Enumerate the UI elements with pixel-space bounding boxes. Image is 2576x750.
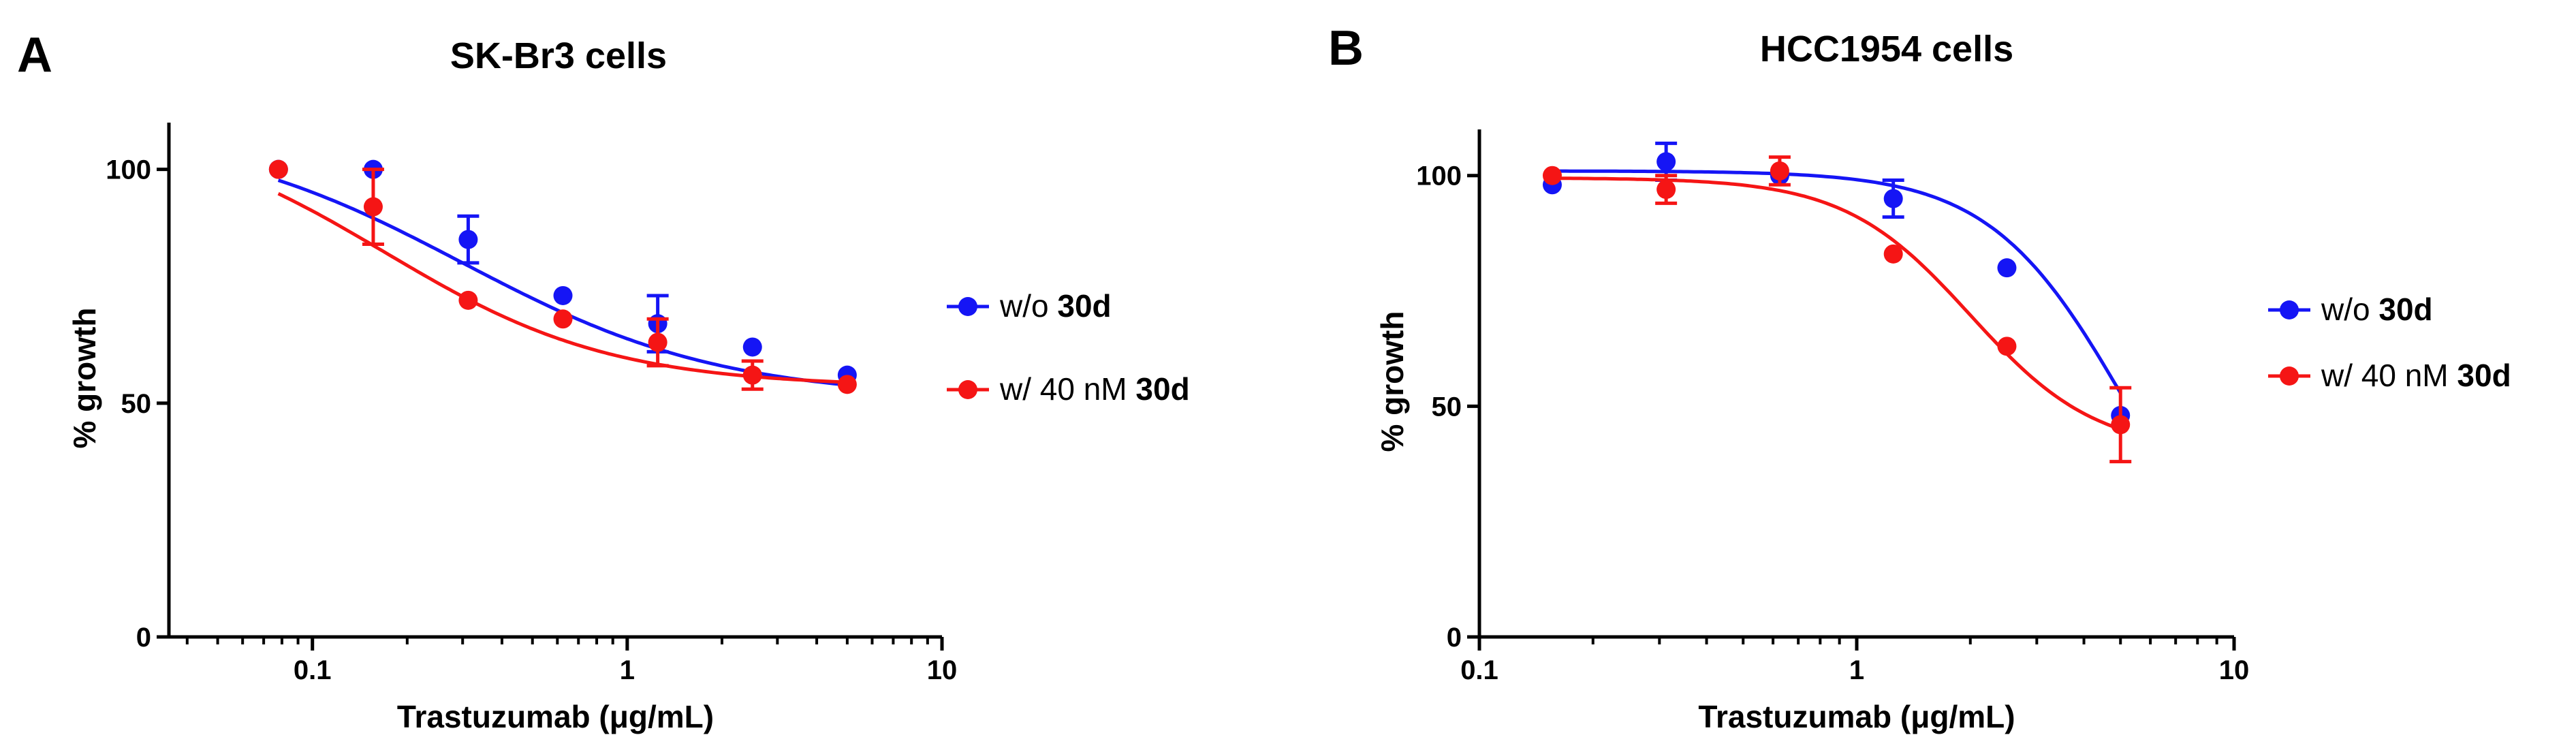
- legend-swatch-dot: [958, 380, 977, 399]
- x-tick-label: 10: [2219, 655, 2250, 685]
- panel-letter: B: [1328, 21, 1364, 76]
- data-point: [1883, 244, 1903, 264]
- legend-label-text: w/ 40 nM: [2321, 358, 2457, 393]
- legend-label: w/ 40 nM 30d: [2321, 358, 2511, 393]
- legend-label: w/ 40 nM 30d: [999, 371, 1190, 407]
- data-point: [458, 230, 478, 249]
- x-tick-label: 1: [620, 655, 635, 685]
- legend-swatch-dot: [958, 297, 977, 316]
- legend-label: w/o 30d: [2321, 292, 2433, 327]
- chart-title: HCC1954 cells: [1760, 29, 2013, 69]
- legend-label-text: w/ 40 nM: [999, 371, 1135, 407]
- data-point: [1883, 189, 1903, 208]
- data-point: [363, 197, 383, 217]
- data-point: [553, 309, 573, 329]
- legend-swatch-dot: [2280, 300, 2299, 319]
- data-point: [458, 290, 478, 310]
- chart-title: SK-Br3 cells: [450, 35, 667, 76]
- data-point: [648, 332, 667, 352]
- legend-label-bold: 30d: [2457, 358, 2511, 393]
- y-tick-label: 100: [1416, 161, 1462, 191]
- y-axis-label: % growth: [1375, 311, 1410, 452]
- x-tick-label: 1: [1849, 655, 1864, 685]
- data-point: [1656, 180, 1676, 200]
- legend-label-bold: 30d: [2378, 292, 2432, 327]
- y-tick-label: 0: [1447, 623, 1462, 653]
- legend-label-bold: 30d: [1135, 371, 1189, 407]
- y-tick-label: 100: [106, 155, 151, 185]
- y-tick-label: 50: [121, 389, 152, 419]
- data-point: [1656, 152, 1676, 172]
- data-point: [268, 159, 288, 179]
- legend-label-bold: 30d: [1057, 288, 1111, 324]
- y-axis-label: % growth: [67, 308, 102, 449]
- data-point: [742, 337, 762, 357]
- data-point: [1997, 258, 2017, 278]
- x-tick-label: 0.1: [294, 655, 332, 685]
- data-point: [1997, 337, 2017, 356]
- data-point: [1770, 161, 1789, 181]
- y-tick-label: 50: [1432, 392, 1462, 422]
- x-tick-label: 0.1: [1460, 655, 1498, 685]
- legend-swatch-dot: [2280, 366, 2299, 386]
- legend-label-text: w/o: [2321, 292, 2378, 327]
- x-tick-label: 10: [927, 655, 958, 685]
- legend-label: w/o 30d: [999, 288, 1112, 324]
- data-point: [2111, 415, 2131, 435]
- fit-curve: [1552, 169, 2122, 394]
- x-axis-label: Trastuzumab (μg/mL): [397, 699, 714, 734]
- panel-letter: A: [17, 28, 52, 82]
- y-tick-label: 0: [136, 623, 151, 653]
- data-point: [742, 365, 762, 385]
- x-axis-label: Trastuzumab (μg/mL): [1698, 699, 2015, 734]
- data-point: [1542, 166, 1562, 185]
- data-point: [553, 285, 573, 305]
- fit-curve: [277, 178, 848, 387]
- data-point: [837, 375, 857, 394]
- fit-curve: [1552, 176, 2122, 431]
- legend-label-text: w/o: [999, 288, 1057, 324]
